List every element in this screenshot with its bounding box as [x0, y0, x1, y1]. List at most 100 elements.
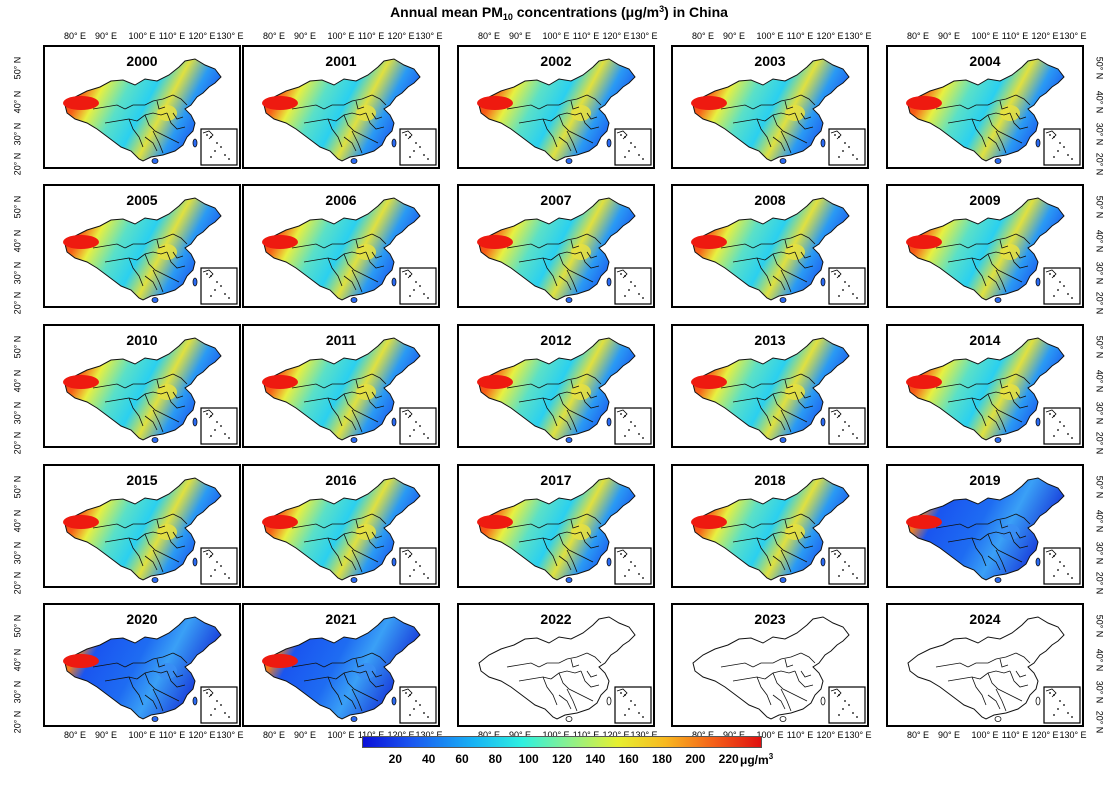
province-boundary [558, 253, 578, 275]
inset-island [620, 134, 622, 136]
pm10-hotspot [262, 375, 298, 389]
inset-island [216, 421, 218, 423]
map-panel: 2016 [242, 464, 440, 588]
province-boundary [1015, 391, 1027, 399]
inset-island [848, 565, 850, 567]
province-boundary [764, 112, 796, 122]
map-panel: 2011 [242, 324, 440, 448]
province-boundary [752, 652, 802, 668]
longitude-label: 120° E [387, 31, 415, 41]
inset-island [844, 421, 846, 423]
panel-year: 2009 [969, 192, 1001, 208]
province-boundary [351, 549, 363, 573]
inset-island [1067, 293, 1069, 295]
inset-island [216, 700, 218, 702]
longitude-label: 120° E [1031, 31, 1059, 41]
taiwan-island [192, 557, 198, 567]
inset-island [1063, 285, 1065, 287]
china-map [63, 58, 238, 166]
longitude-label: 80° E [477, 31, 501, 41]
province-boundary [987, 533, 1007, 555]
longitude-label: 90° E [722, 31, 746, 41]
inset-island [620, 692, 622, 694]
longitude-label: 100° E [327, 730, 355, 740]
province-boundary [323, 513, 373, 529]
longitude-label: 130° E [844, 31, 872, 41]
province-boundary [104, 257, 138, 263]
latitude-label: 30° N [1094, 261, 1105, 285]
province-boundary [756, 676, 772, 706]
inset-island [852, 154, 854, 156]
province-boundary [780, 269, 792, 293]
province-boundary [136, 251, 168, 261]
province-boundary [365, 531, 385, 549]
province-boundary [291, 383, 325, 389]
province-boundary [720, 104, 754, 110]
inset-island [838, 575, 840, 577]
province-boundary [580, 251, 600, 269]
province-boundary [772, 253, 792, 275]
pm10-hotspot [691, 515, 727, 529]
province-boundary [136, 531, 168, 541]
province-boundary [327, 676, 343, 706]
inset-island [210, 435, 212, 437]
pm10-hotspot [262, 654, 298, 668]
inset-coastline [1045, 688, 1057, 698]
hainan-island [151, 716, 159, 722]
province-boundary [172, 652, 188, 664]
china-map [262, 337, 437, 445]
map-panel: 2007 [457, 184, 655, 308]
province-boundary [371, 391, 383, 399]
province-boundary [162, 553, 180, 563]
inset-island [838, 295, 840, 297]
panel-year: 2013 [754, 332, 786, 348]
china-outline [907, 197, 1065, 301]
inset-island [634, 425, 636, 427]
panel-year: 2011 [325, 332, 357, 348]
panel-year: 2022 [540, 611, 572, 627]
china-outline [907, 337, 1065, 441]
province-boundary [720, 383, 754, 389]
province-boundary [558, 555, 572, 571]
province-boundary [518, 118, 552, 124]
inset-island [638, 293, 640, 295]
latitude-label: 30° N [12, 541, 23, 565]
latitude-label: 20° N [1094, 431, 1105, 455]
province-boundary [586, 233, 602, 245]
inset-island [1071, 716, 1073, 718]
province-boundary [518, 257, 552, 263]
inset-coastline [401, 549, 413, 559]
province-boundary [506, 662, 540, 668]
province-boundary [1009, 112, 1029, 130]
province-boundary [1009, 670, 1029, 688]
province-boundary [144, 533, 164, 555]
province-boundary [780, 409, 792, 433]
longitude-label: 120° E [188, 730, 216, 740]
longitude-label-row: 80° E 90° E 100° E 110° E 120° E 130° E [457, 31, 658, 43]
inset-coastline [202, 269, 214, 279]
map-panel: 2014 [886, 324, 1084, 448]
inset-island [419, 704, 421, 706]
province-boundary [365, 391, 385, 409]
taiwan-island [1035, 417, 1041, 427]
hainan-island [779, 297, 787, 303]
inset-island [1053, 435, 1055, 437]
province-boundary [586, 531, 598, 539]
inset-island [413, 150, 415, 152]
map-panel: 2005 [43, 184, 241, 308]
china-outline [478, 197, 636, 301]
province-boundary [172, 112, 184, 120]
inset-island [628, 150, 630, 152]
longitude-label: 110° E [357, 31, 385, 41]
inset-coastline [202, 130, 214, 140]
colorbar-tick-label: 160 [618, 752, 639, 766]
inset-island [224, 293, 226, 295]
province-boundary [794, 531, 814, 549]
province-boundary [800, 233, 816, 245]
latitude-label: 40° N [12, 229, 23, 253]
province-boundary [971, 676, 987, 706]
inset-island [206, 273, 208, 275]
province-boundary [323, 94, 373, 110]
china-outline [64, 58, 222, 162]
inset-island [415, 700, 417, 702]
